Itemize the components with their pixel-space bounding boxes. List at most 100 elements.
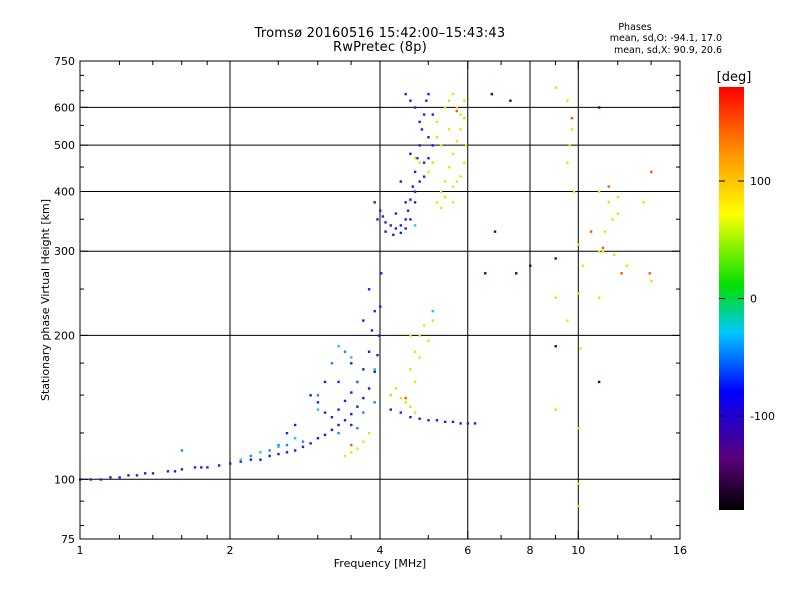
data-point [394,227,398,230]
data-point [404,92,407,96]
colorbar-label: [deg] [717,70,752,85]
data-point [597,380,601,384]
data-point [597,106,601,109]
data-point [413,350,417,353]
data-point [330,362,334,365]
y-tick-label: 500 [54,139,75,152]
axis-tick-labels: 1 2 4 6 8 10 16 75 100 200 300 400 500 600 750 [54,55,687,557]
data-point [597,296,601,299]
data-point [447,128,451,131]
data-point [422,324,426,327]
data-point [200,466,203,469]
data-point [413,106,417,109]
data-point [455,109,459,113]
data-point [435,201,439,204]
data-point [577,482,580,485]
x-axis-label: Frequency [MHz] [334,557,426,570]
data-point [418,144,421,147]
data-point [323,411,327,414]
data-point [473,422,477,425]
phases-heading: Phases [618,22,652,33]
data-point [376,218,379,221]
phase-stats-o: mean, sd,O: -94.1, 17.0 [609,33,722,44]
data-point [409,368,412,371]
colorbar-tick-label: 100 [750,175,771,188]
data-point [392,233,395,236]
data-point [589,230,593,233]
data-point [447,166,451,169]
data-point [239,460,242,463]
data-point [554,408,557,411]
data-point [180,449,184,452]
data-point [431,319,434,322]
data-point [648,272,651,275]
data-point [229,462,232,465]
data-point [572,190,576,193]
data-point [577,243,580,246]
data-point [443,180,447,183]
data-point [268,454,271,458]
data-point [367,387,371,390]
data-point [459,113,462,116]
data-point [455,180,459,183]
data-point [413,190,417,193]
data-point [443,195,447,199]
data-point [579,347,582,350]
data-point [381,215,385,218]
data-point [427,92,430,96]
data-point [427,339,430,343]
data-point [356,447,359,450]
data-point [409,218,412,221]
data-point [413,411,417,414]
data-point [439,144,443,147]
data-point [399,411,403,414]
data-point [285,431,289,435]
data-point [409,152,412,156]
data-point [373,370,376,373]
data-point [301,440,305,443]
x-tick-label: 2 [227,544,234,557]
data-point [362,396,365,400]
data-point [356,427,359,430]
data-point [268,449,271,452]
data-point [379,305,382,308]
data-point [431,161,434,164]
data-point [642,201,645,204]
data-point [277,443,280,447]
data-point [413,170,417,174]
data-point [459,175,462,178]
data-point [611,218,614,221]
data-point [343,399,347,403]
data-point [277,445,280,449]
data-point [625,264,628,267]
data-point [389,394,392,397]
data-point [581,264,584,267]
data-point [293,423,297,427]
data-point [601,250,605,253]
data-point [404,227,407,230]
data-point [418,334,421,337]
data-point [607,201,610,204]
data-point [259,451,262,454]
data-point [249,454,253,458]
phase-stats-x: mean, sd,X: 90.9, 20.6 [613,45,722,56]
data-point [427,136,430,139]
data-point [451,185,455,188]
data-point [356,380,359,384]
data-point [337,345,340,348]
data-point [316,401,320,404]
data-point [411,185,414,188]
x-tick-label: 16 [673,544,687,557]
x-tick-label: 4 [377,544,384,557]
data-point [316,436,320,440]
data-point [409,198,412,201]
data-point [451,201,455,204]
data-point [285,451,289,454]
x-tick-label: 10 [571,544,585,557]
data-point [293,449,297,452]
data-point [566,319,569,322]
y-tick-label: 600 [54,101,75,114]
data-point [316,394,320,397]
data-point [373,201,376,204]
data-point [418,120,421,124]
